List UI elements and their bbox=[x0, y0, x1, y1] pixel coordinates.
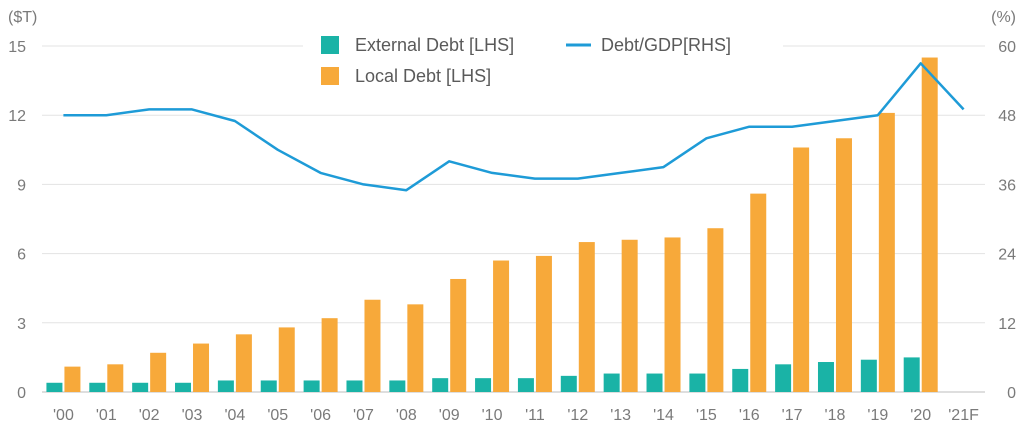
x-axis-tick: '00 bbox=[53, 407, 74, 424]
bar-local-debt bbox=[407, 304, 424, 392]
bar-local-debt bbox=[493, 260, 510, 392]
bar-local-debt bbox=[621, 239, 638, 392]
bar-local-debt bbox=[193, 343, 210, 392]
bar-external-debt bbox=[817, 362, 834, 392]
legend-label-debt-gdp: Debt/GDP[RHS] bbox=[601, 35, 731, 55]
x-axis-tick: '09 bbox=[439, 407, 460, 424]
bar-external-debt bbox=[603, 373, 620, 392]
legend-swatch-local-debt bbox=[321, 67, 339, 85]
bar-local-debt bbox=[450, 278, 467, 392]
bar-external-debt bbox=[775, 364, 792, 392]
bar-external-debt bbox=[303, 380, 320, 392]
left-axis-tick: 3 bbox=[17, 316, 26, 333]
left-axis-tick: 6 bbox=[17, 247, 26, 264]
right-axis-tick: 0 bbox=[1007, 385, 1016, 402]
bar-external-debt bbox=[646, 373, 663, 392]
left-axis-tick: 0 bbox=[17, 385, 26, 402]
bar-external-debt bbox=[346, 380, 363, 392]
bars-group bbox=[46, 57, 938, 393]
bar-external-debt bbox=[46, 382, 63, 392]
right-axis-tick: 48 bbox=[998, 108, 1016, 125]
bar-local-debt bbox=[64, 366, 81, 392]
bar-external-debt bbox=[860, 359, 877, 392]
x-axis-tick: '07 bbox=[353, 407, 374, 424]
x-axis-tick: '05 bbox=[267, 407, 288, 424]
x-axis-tick: '11 bbox=[525, 407, 545, 424]
bar-local-debt bbox=[150, 352, 167, 392]
left-axis-unit: ($T) bbox=[8, 9, 37, 26]
bar-local-debt bbox=[878, 112, 895, 392]
bar-external-debt bbox=[475, 378, 492, 392]
bar-external-debt bbox=[560, 375, 577, 392]
x-axis-tick: '12 bbox=[567, 407, 588, 424]
x-axis-tick: '06 bbox=[310, 407, 331, 424]
bar-local-debt bbox=[107, 364, 124, 392]
bar-local-debt bbox=[664, 237, 681, 392]
legend-background bbox=[303, 26, 783, 90]
x-axis-tick: '19 bbox=[867, 407, 888, 424]
bar-local-debt bbox=[835, 138, 852, 392]
right-axis-tick: 60 bbox=[998, 39, 1016, 56]
bar-external-debt bbox=[689, 373, 706, 392]
bar-local-debt bbox=[921, 57, 938, 393]
bar-external-debt bbox=[903, 357, 920, 392]
bar-external-debt bbox=[732, 368, 749, 392]
bar-external-debt bbox=[89, 382, 106, 392]
x-axis-tick: '14 bbox=[653, 407, 674, 424]
bar-local-debt bbox=[793, 147, 810, 392]
bar-external-debt bbox=[389, 380, 406, 392]
bar-local-debt bbox=[750, 193, 767, 392]
left-axis-tick: 12 bbox=[8, 108, 26, 125]
x-axis-tick: '15 bbox=[696, 407, 717, 424]
right-axis-tick: 12 bbox=[998, 316, 1016, 333]
x-axis-tick: '18 bbox=[825, 407, 846, 424]
x-axis-tick: '02 bbox=[139, 407, 160, 424]
x-axis-tick: '04 bbox=[224, 407, 245, 424]
bar-external-debt bbox=[132, 382, 149, 392]
right-axis-tick: 36 bbox=[998, 177, 1016, 194]
legend-label-external-debt: External Debt [LHS] bbox=[355, 35, 514, 55]
x-axis-tick: '10 bbox=[482, 407, 503, 424]
x-axis-tick: '17 bbox=[782, 407, 803, 424]
bar-external-debt bbox=[217, 380, 234, 392]
bar-external-debt bbox=[517, 378, 534, 392]
line-group bbox=[63, 62, 965, 192]
bar-local-debt bbox=[364, 299, 381, 392]
x-axis-tick: '03 bbox=[182, 407, 203, 424]
x-axis-tick: '16 bbox=[739, 407, 760, 424]
left-axis-tick: 15 bbox=[8, 39, 26, 56]
right-axis-unit: (%) bbox=[991, 9, 1016, 26]
bar-local-debt bbox=[235, 334, 252, 392]
bar-local-debt bbox=[578, 242, 595, 392]
x-axis-tick: '20 bbox=[910, 407, 931, 424]
bar-external-debt bbox=[260, 380, 277, 392]
left-axis-tick: 9 bbox=[17, 177, 26, 194]
legend-label-local-debt: Local Debt [LHS] bbox=[355, 66, 491, 86]
bar-local-debt bbox=[321, 318, 338, 392]
x-axis-tick: '13 bbox=[610, 407, 631, 424]
line-debt-gdp bbox=[63, 62, 965, 192]
x-axis-tick: '01 bbox=[96, 407, 117, 424]
x-axis-tick: '08 bbox=[396, 407, 417, 424]
legend: External Debt [LHS] Local Debt [LHS] Deb… bbox=[303, 26, 783, 90]
axes-group: ($T) (%) 0 0 3 12 6 24 9 36 12 48 15 60 '00 '01 '02 '03… bbox=[8, 9, 1016, 424]
bar-local-debt bbox=[278, 327, 295, 392]
right-axis-tick: 24 bbox=[998, 247, 1016, 264]
legend-swatch-external-debt bbox=[321, 36, 339, 54]
x-axis-tick: '21F bbox=[948, 407, 979, 424]
bar-local-debt bbox=[707, 228, 724, 392]
bar-local-debt bbox=[535, 255, 552, 392]
bar-external-debt bbox=[432, 378, 449, 392]
bar-external-debt bbox=[175, 382, 192, 392]
